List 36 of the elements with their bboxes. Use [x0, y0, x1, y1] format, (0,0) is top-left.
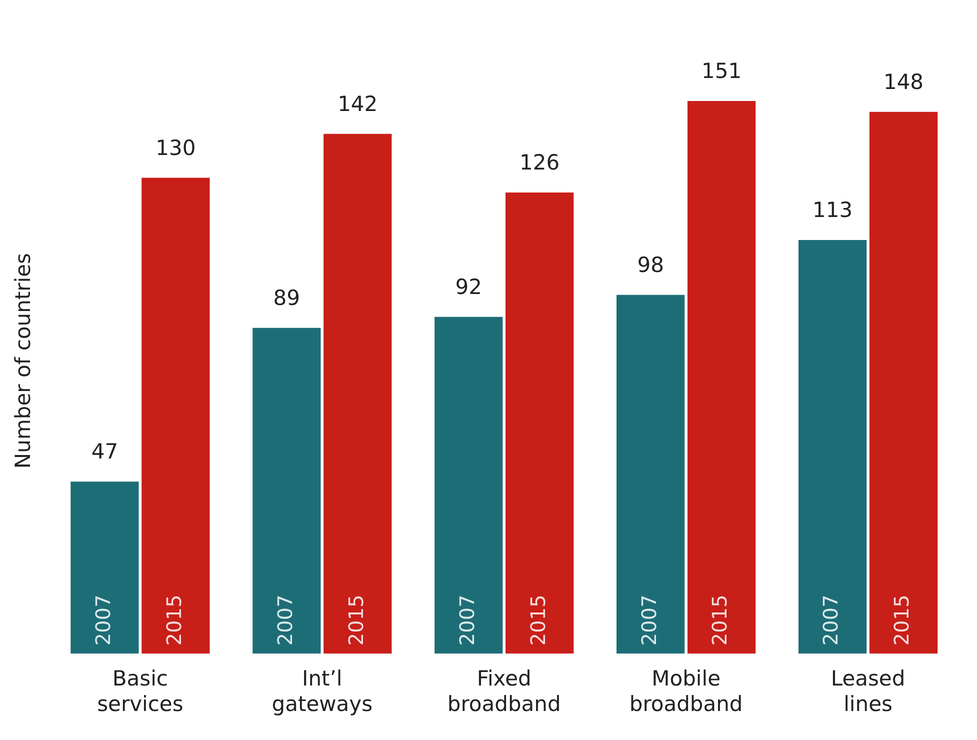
text: 2007 [454, 594, 479, 646]
series-label: 2007 [90, 594, 115, 646]
data-label: 92 [455, 274, 482, 299]
x-tick-label: Leased lines [830, 666, 906, 716]
bar [434, 316, 503, 654]
data-label: 151 [701, 58, 742, 83]
data-label: 98 [637, 252, 664, 277]
text: 2015 [708, 594, 732, 646]
data-label: 148 [883, 70, 924, 94]
data-label: 47 [91, 440, 118, 464]
bar [616, 294, 685, 654]
bar [687, 100, 756, 654]
bar [252, 328, 321, 654]
bar [324, 134, 392, 654]
data-label: 142 [338, 92, 378, 116]
text: 2015 [344, 594, 368, 646]
data-label: 126 [520, 150, 560, 174]
data-label: 113 [812, 198, 853, 222]
y-axis-title: Number of countries [11, 253, 36, 469]
x-tick-label: Int’l gateways [272, 666, 373, 716]
bar [142, 178, 210, 654]
x-tick-label: Fixed broadband [447, 666, 561, 716]
text: 2007 [272, 594, 297, 646]
bar [506, 192, 574, 654]
x-tick-label: Mobile broadband [629, 666, 743, 716]
text: 2015 [526, 594, 550, 646]
bar [798, 240, 867, 654]
data-label: 89 [273, 286, 300, 310]
text: 2015 [890, 594, 914, 646]
data-label: 130 [156, 136, 196, 160]
x-tick-label: Basic services [97, 666, 184, 716]
series-label: 2015 [162, 594, 186, 646]
text: 2007 [636, 594, 661, 646]
bar [869, 112, 938, 654]
bar [70, 482, 139, 654]
text: 2007 [818, 594, 843, 646]
